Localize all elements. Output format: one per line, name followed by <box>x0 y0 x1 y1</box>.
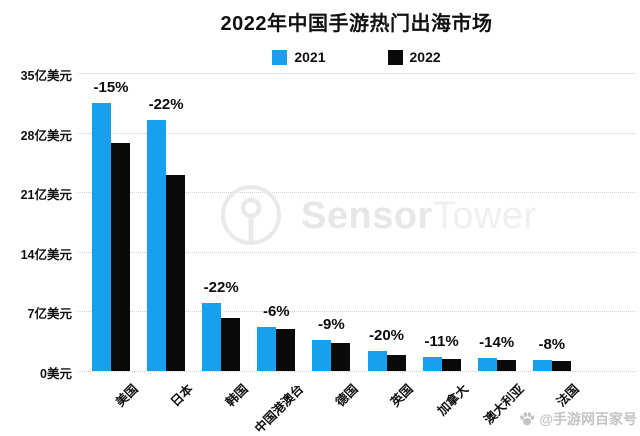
y-tick-label: 0美元 <box>40 367 72 381</box>
legend-item-2022: 2022 <box>387 49 441 65</box>
chart-legend: 2021 2022 <box>78 49 635 65</box>
grid-line <box>78 73 635 74</box>
y-tick-label: 14亿美元 <box>20 247 72 262</box>
bar-2021-日本 <box>147 120 167 371</box>
bar-2021-韩国 <box>202 303 222 371</box>
change-label-韩国: -22% <box>203 279 239 296</box>
baijiahao-watermark: @手游网百家号 <box>519 409 637 429</box>
bar-2021-澳大利亚 <box>477 358 497 371</box>
bar-2022-韩国 <box>221 318 241 371</box>
legend-item-2021: 2021 <box>272 49 326 65</box>
legend-swatch-2022-icon <box>387 49 403 65</box>
legend-label-2021: 2021 <box>294 49 326 65</box>
grid-line <box>78 251 635 253</box>
bar-2022-德国 <box>331 343 351 371</box>
bar-2022-美国 <box>111 143 130 371</box>
change-label-德国: -9% <box>318 316 345 333</box>
bar-2022-法国 <box>551 361 571 371</box>
grid-line <box>78 192 635 194</box>
y-tick-label: 7亿美元 <box>27 307 72 322</box>
bar-2021-美国 <box>92 103 111 371</box>
change-label-美国: -15% <box>93 79 129 96</box>
plot-area: -15% -22% -22% -6% -9% -20% -11% -14% -8% <box>78 73 635 372</box>
bar-2022-中国港澳台 <box>276 329 296 371</box>
grid-line <box>78 371 635 372</box>
bar-2022-日本 <box>166 175 186 371</box>
bar-2022-澳大利亚 <box>496 360 516 371</box>
baijiahao-watermark-text: @手游网百家号 <box>539 411 637 427</box>
bar-2022-加拿大 <box>441 359 461 371</box>
y-tick-label: 21亿美元 <box>20 188 72 203</box>
baidu-paw-icon <box>520 412 535 426</box>
bar-2021-德国 <box>312 340 332 371</box>
change-label-中国港澳台: -6% <box>262 303 290 320</box>
bar-2021-加拿大 <box>422 357 442 371</box>
bar-2021-中国港澳台 <box>257 327 277 371</box>
bar-2021-英国 <box>367 351 387 371</box>
bar-2022-英国 <box>386 355 406 371</box>
y-tick-label: 35亿美元 <box>20 69 72 83</box>
change-label-英国: -20% <box>368 327 405 344</box>
grid-line <box>78 132 635 134</box>
legend-label-2022: 2022 <box>409 49 441 65</box>
change-label-法国: -8% <box>538 336 566 353</box>
bar-2021-法国 <box>532 360 552 371</box>
grid-line <box>78 311 635 313</box>
y-tick-label: 28亿美元 <box>20 128 72 143</box>
chart-title: 2022年中国手游热门出海市场 <box>220 13 493 35</box>
change-label-加拿大: -11% <box>424 333 459 350</box>
legend-swatch-2021-icon <box>272 49 288 65</box>
change-label-澳大利亚: -14% <box>479 334 515 351</box>
change-label-日本: -22% <box>148 96 184 113</box>
